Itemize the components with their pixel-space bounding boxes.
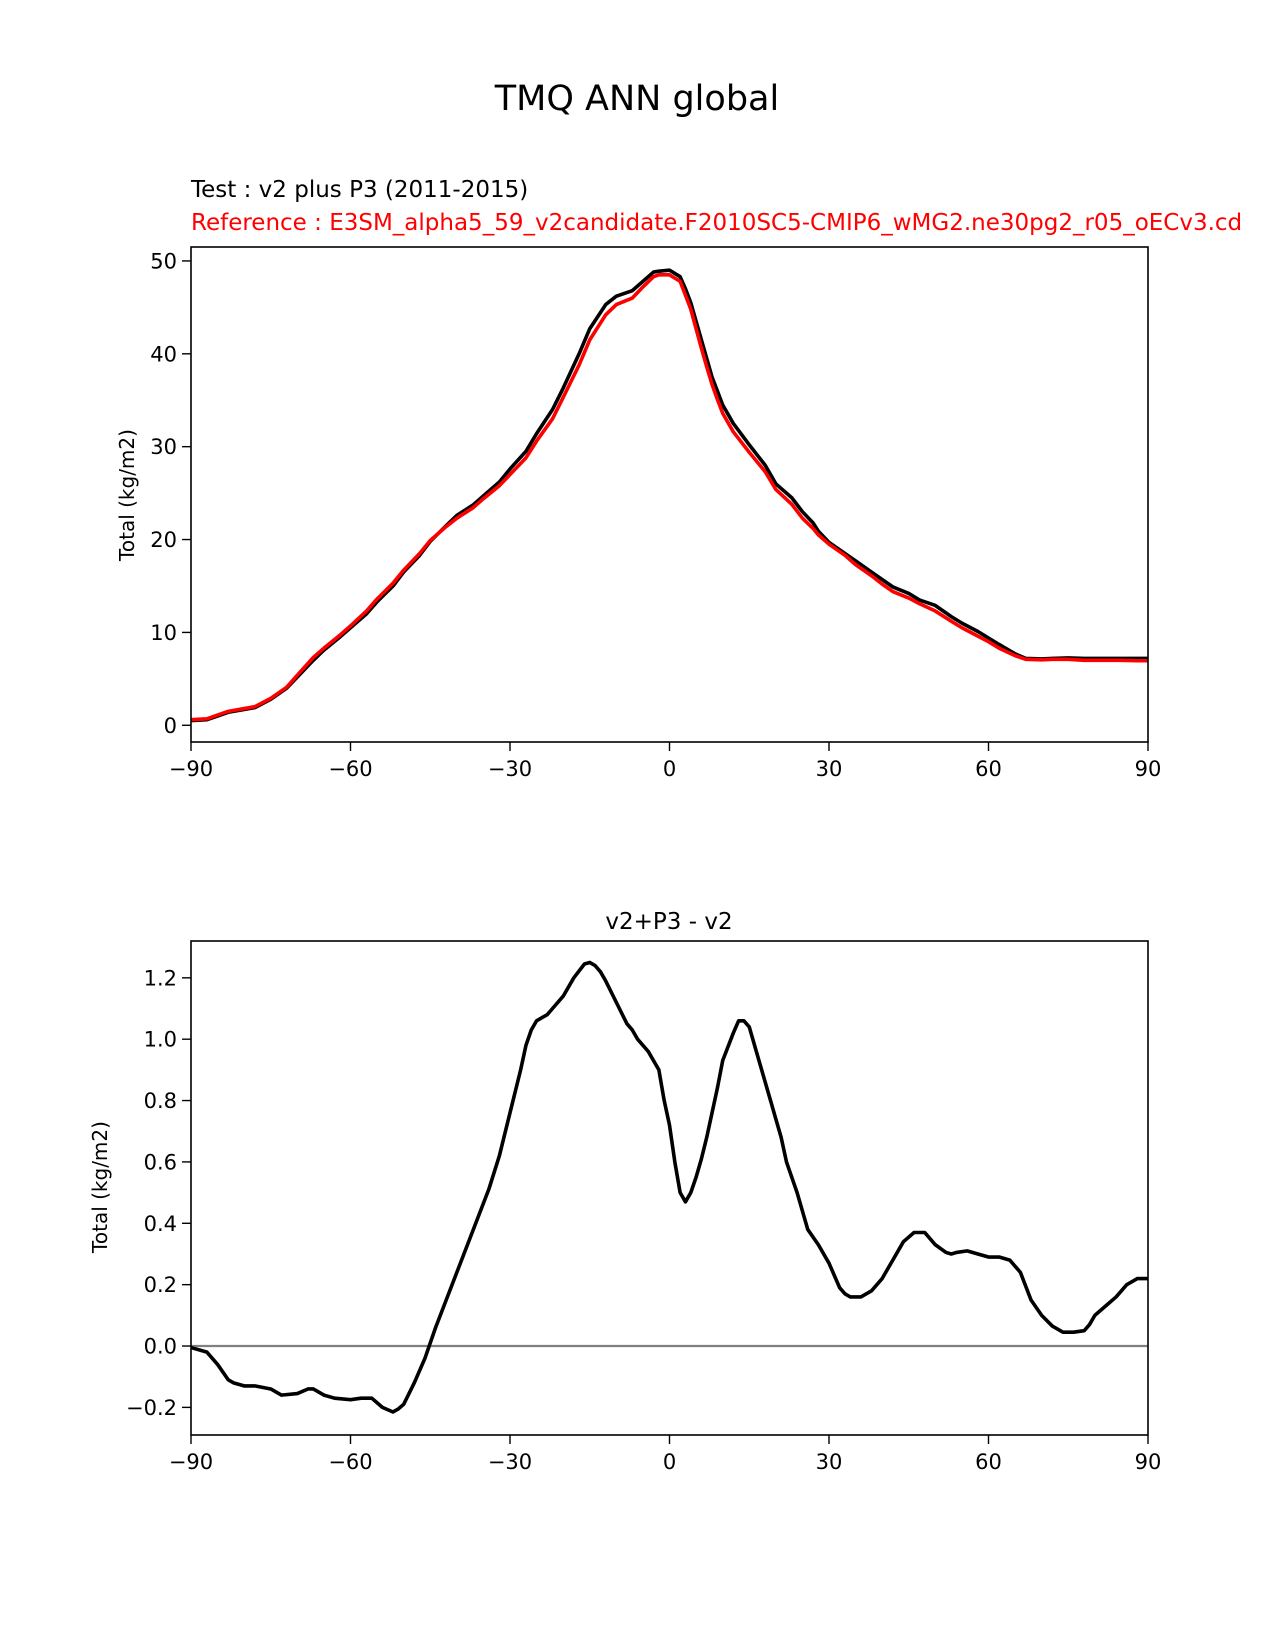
x-tick-label: 0: [663, 1450, 676, 1474]
y-tick-label: 1.2: [144, 966, 177, 990]
y-tick-label: −0.2: [126, 1396, 177, 1420]
x-tick-label: −90: [169, 757, 213, 781]
test-title: Test : v2 plus P3 (2011-2015): [190, 177, 528, 203]
y-tick-label: 40: [150, 342, 177, 366]
x-tick-label: 60: [975, 1450, 1002, 1474]
x-tick-label: 90: [1135, 1450, 1162, 1474]
y-tick-label: 0.8: [144, 1089, 177, 1113]
y-tick-label: 20: [150, 528, 177, 552]
top-ylabel: Total (kg/m2): [115, 429, 139, 562]
y-tick-label: 10: [150, 621, 177, 645]
x-tick-label: −60: [328, 1450, 372, 1474]
reference-title: Reference : E3SM_alpha5_59_v2candidate.F…: [191, 210, 1242, 236]
y-tick-label: 30: [150, 435, 177, 459]
diff-series-line: [191, 960, 1148, 1414]
y-tick-label: 0.2: [144, 1273, 177, 1297]
diff-title: v2+P3 - v2: [605, 909, 732, 935]
x-tick-label: −60: [328, 757, 372, 781]
y-tick-label: 0: [164, 714, 177, 738]
x-tick-label: −30: [488, 1450, 532, 1474]
x-tick-label: −90: [169, 1450, 213, 1474]
x-tick-label: 60: [975, 757, 1002, 781]
y-tick-label: 50: [150, 249, 177, 273]
bottom-ylabel: Total (kg/m2): [88, 1121, 112, 1254]
x-tick-label: −30: [488, 757, 532, 781]
reference-series-line: [191, 273, 1148, 722]
y-tick-label: 0.4: [144, 1212, 177, 1236]
y-tick-label: 0.0: [144, 1335, 177, 1359]
x-tick-label: 30: [816, 757, 843, 781]
test-series-line: [191, 268, 1148, 723]
x-tick-label: 30: [816, 1450, 843, 1474]
figure-title: TMQ ANN global: [494, 79, 779, 119]
y-tick-label: 0.6: [144, 1150, 177, 1174]
x-tick-label: 0: [663, 757, 676, 781]
bottom-panel: v2+P3 - v2 Total (kg/m2) −90 −60 −30 0 30 60 9…: [88, 909, 1161, 1474]
top-panel: Test : v2 plus P3 (2011-2015) Reference …: [115, 177, 1242, 781]
y-tick-label: 1.0: [144, 1028, 177, 1052]
x-tick-label: 90: [1135, 757, 1162, 781]
